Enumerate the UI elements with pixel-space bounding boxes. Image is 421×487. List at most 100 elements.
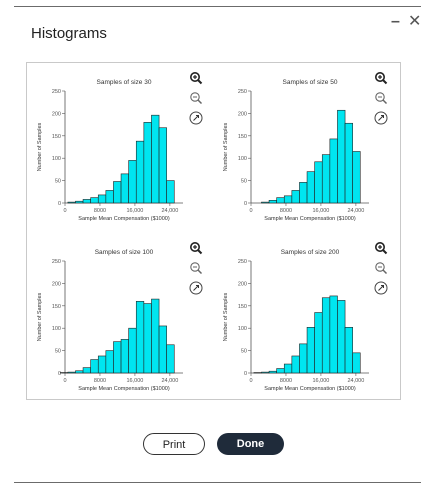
histogram-bar xyxy=(314,161,323,204)
histogram-bar xyxy=(135,140,145,204)
minimize-icon[interactable]: – xyxy=(391,13,400,30)
zoom-in-icon[interactable] xyxy=(374,241,388,255)
histogram-bar xyxy=(90,359,99,374)
histogram-bar xyxy=(90,197,99,204)
zoom-out-icon[interactable] xyxy=(189,91,203,105)
x-tick-label: 16,000 xyxy=(127,208,144,214)
histogram-bar xyxy=(321,297,331,374)
histogram-bar xyxy=(329,138,338,204)
histogram-bar xyxy=(158,325,167,374)
x-tick-label: 24,000 xyxy=(347,208,364,214)
histogram-bar xyxy=(135,301,145,374)
zoom-out-icon[interactable] xyxy=(374,261,388,275)
y-tick-label: 200 xyxy=(238,111,247,117)
top-divider xyxy=(14,6,421,7)
y-tick-label: 200 xyxy=(238,281,247,287)
histogram-bar xyxy=(283,363,293,374)
histogram-bar xyxy=(329,295,338,374)
histogram-bar xyxy=(143,122,152,204)
histogram-size-200: Samples of size 200 0 50 100 150 200 250 Number… xyxy=(223,249,369,392)
histogram-bar xyxy=(120,339,129,374)
y-tick-label: 150 xyxy=(52,304,61,310)
x-tick-label: 0 xyxy=(63,378,66,384)
histogram-bar xyxy=(59,372,69,374)
expand-icon[interactable] xyxy=(189,281,203,295)
x-axis-label: Sample Mean Compensation ($1000) xyxy=(264,386,356,392)
histogram-bar xyxy=(82,199,91,204)
histogram-bar xyxy=(97,355,107,374)
y-tick-label: 250 xyxy=(238,89,247,95)
chart-title: Samples of size 100 xyxy=(95,249,154,256)
histogram-bar xyxy=(128,327,137,374)
y-tick-label: 50 xyxy=(55,349,61,355)
histogram-bar xyxy=(151,114,160,204)
y-tick-label: 50 xyxy=(55,179,61,185)
histogram-bar xyxy=(67,201,76,204)
x-tick-label: 0 xyxy=(249,378,252,384)
x-tick-label: 8000 xyxy=(94,208,106,214)
y-axis-label: Number of Samples xyxy=(37,292,43,341)
histogram-bar xyxy=(276,197,285,204)
y-tick-label: 100 xyxy=(52,156,61,162)
print-button[interactable]: Print xyxy=(143,433,205,455)
y-tick-label: 250 xyxy=(52,259,61,265)
histogram-bar xyxy=(344,122,353,204)
y-axis-label: Number of Samples xyxy=(37,122,43,171)
histogram-size-100: Samples of size 100 0 50 100 150 200 250 Number… xyxy=(37,249,183,392)
zoom-in-icon[interactable] xyxy=(189,71,203,85)
histogram-bar xyxy=(291,190,300,204)
y-tick-label: 0 xyxy=(244,201,247,207)
histogram-bar xyxy=(128,160,137,204)
y-tick-label: 100 xyxy=(238,326,247,332)
x-tick-label: 8000 xyxy=(280,208,292,214)
histogram-bar xyxy=(321,154,331,204)
histogram-size-30: Samples of size 30 0 50 100 150 200 250 Number … xyxy=(37,79,183,222)
x-axis-label: Sample Mean Compensation ($1000) xyxy=(78,386,170,392)
y-tick-label: 250 xyxy=(52,89,61,95)
y-tick-label: 0 xyxy=(58,201,61,207)
histogram-bar xyxy=(291,355,300,374)
x-tick-label: 24,000 xyxy=(161,378,178,384)
histogram-bar xyxy=(299,343,308,374)
y-tick-label: 150 xyxy=(52,134,61,140)
x-tick-label: 0 xyxy=(249,208,252,214)
expand-icon[interactable] xyxy=(374,111,388,125)
y-tick-label: 100 xyxy=(238,156,247,162)
y-tick-label: 150 xyxy=(238,304,247,310)
done-button[interactable]: Done xyxy=(217,433,284,455)
x-tick-label: 16,000 xyxy=(127,378,144,384)
y-tick-label: 150 xyxy=(238,134,247,140)
histogram-bar xyxy=(261,201,270,204)
histogram-bar xyxy=(314,312,323,374)
histogram-bar xyxy=(158,127,167,204)
zoom-in-icon[interactable] xyxy=(189,241,203,255)
histogram-bar xyxy=(97,194,107,204)
histogram-bar xyxy=(352,151,361,204)
histogram-bar xyxy=(166,344,175,374)
histogram-bar xyxy=(166,180,175,204)
y-tick-label: 200 xyxy=(52,111,61,117)
histogram-bar xyxy=(151,298,160,374)
chart-title: Samples of size 30 xyxy=(97,79,152,86)
close-icon[interactable]: ✕ xyxy=(408,13,421,30)
histogram-bar xyxy=(337,300,346,374)
x-tick-label: 16,000 xyxy=(313,208,330,214)
histograms-panel: Samples of size 30 0 50 100 150 200 250 Number … xyxy=(26,62,401,400)
y-tick-label: 0 xyxy=(244,371,247,377)
dialog-title: Histograms xyxy=(31,25,107,42)
chart-title: Samples of size 200 xyxy=(281,249,340,256)
histogram-bar xyxy=(143,303,152,374)
histogram-bar xyxy=(75,370,84,374)
chart-title: Samples of size 50 xyxy=(283,79,338,86)
zoom-out-icon[interactable] xyxy=(374,91,388,105)
y-tick-label: 50 xyxy=(241,179,247,185)
zoom-out-icon[interactable] xyxy=(189,261,203,275)
x-axis-label: Sample Mean Compensation ($1000) xyxy=(78,216,170,222)
y-tick-label: 50 xyxy=(241,349,247,355)
expand-icon[interactable] xyxy=(189,111,203,125)
zoom-in-icon[interactable] xyxy=(374,71,388,85)
expand-icon[interactable] xyxy=(374,281,388,295)
histogram-bar xyxy=(283,195,293,204)
y-axis-label: Number of Samples xyxy=(223,292,229,341)
histogram-bar xyxy=(82,367,91,374)
